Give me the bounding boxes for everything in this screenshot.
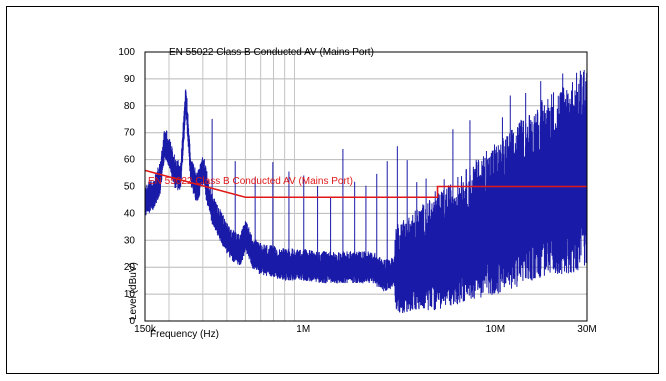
chart-frame: 0 10 20 30 40 50 60 70 80 90 100 150k 1M 10M 30M EN 5…	[6, 6, 659, 374]
emc-emissions-chart: 0 10 20 30 40 50 60 70 80 90 100 150k 1M 10M 30M EN 5…	[118, 47, 597, 340]
x-tick-label: 30M	[577, 324, 596, 335]
chart-title: EN 55022 Class B Conducted AV (Mains Por…	[169, 47, 374, 58]
traces	[144, 69, 588, 313]
x-tick-label: 150k	[134, 324, 157, 335]
y-tick-label: 30	[124, 235, 136, 246]
y-tick-label: 0	[129, 316, 135, 327]
x-axis-label: Frequency (Hz)	[150, 329, 219, 340]
y-tick-label: 40	[124, 208, 136, 219]
y-tick-label: 50	[124, 182, 136, 193]
plot-border	[144, 51, 588, 322]
y-tick-label: 90	[124, 74, 136, 85]
y-tick-label: 70	[124, 128, 136, 139]
y-tick-label: 60	[124, 155, 136, 166]
x-tick-label: 10M	[486, 324, 505, 335]
y-tick-labels: 0 10 20 30 40 50 60 70 80 90 100	[118, 47, 135, 327]
x-tick-labels: 150k 1M 10M 30M	[134, 324, 597, 335]
y-tick-label: 10	[124, 289, 136, 300]
y-tick-label: 100	[118, 47, 135, 58]
limit-line-label: EN 55022 Class B Conducted AV (Mains Por…	[148, 176, 353, 187]
measured-spikes	[211, 69, 585, 277]
y-tick-label: 80	[124, 101, 136, 112]
x-tick-label: 1M	[296, 324, 310, 335]
y-axis-label: Level (dBuV)	[128, 262, 139, 320]
limit-line	[144, 169, 587, 199]
y-tick-label: 20	[124, 262, 136, 273]
